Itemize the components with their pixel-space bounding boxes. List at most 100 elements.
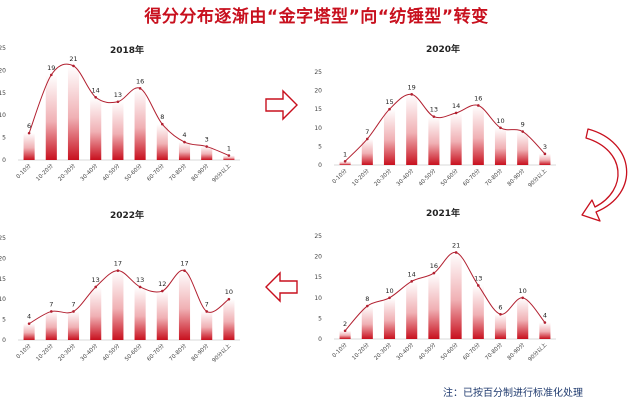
chart-title: 2022年 <box>110 209 144 221</box>
bar <box>494 314 507 339</box>
data-label: 13 <box>430 106 438 114</box>
trend-point <box>161 122 164 126</box>
x-tick-label: 20-30分 <box>56 161 77 182</box>
data-label: 17 <box>180 260 188 268</box>
trend-point <box>27 322 31 325</box>
data-label: 10 <box>519 287 527 295</box>
footnote: 注：已按百分制进行标准化处理 <box>443 388 583 399</box>
trend-point <box>477 104 480 107</box>
data-label: 7 <box>71 300 75 308</box>
bar <box>406 94 418 165</box>
data-label: 4 <box>27 313 31 321</box>
trend-point <box>227 154 231 157</box>
trend-point <box>50 310 53 313</box>
trend-line <box>344 93 546 162</box>
x-tick-label: 80-90分 <box>189 161 210 182</box>
y-tick-label: 25 <box>314 233 322 240</box>
bar <box>112 101 124 160</box>
x-tick-label: 70-80分 <box>483 166 504 187</box>
trend-point <box>366 137 369 141</box>
trend-point <box>521 296 524 300</box>
x-tick-label: 60-70分 <box>461 166 482 187</box>
bar <box>361 306 373 339</box>
trend-point <box>205 310 208 313</box>
bar <box>45 74 57 160</box>
trend-point <box>543 321 547 324</box>
x-tick-label: 60-70分 <box>145 161 166 182</box>
trend-point <box>499 126 502 130</box>
trend-point <box>227 297 231 301</box>
arrow-left-icon <box>265 271 298 303</box>
x-tick-label: 50-60分 <box>123 161 144 182</box>
y-tick-label: 0 <box>2 157 6 164</box>
y-tick-label: 5 <box>318 143 322 150</box>
x-tick-label: 70-80分 <box>167 161 188 182</box>
x-tick-label: 40-50分 <box>100 341 121 362</box>
y-tick-label: 10 <box>314 125 322 132</box>
x-tick-label: 20-30分 <box>56 341 77 362</box>
data-label: 3 <box>543 143 547 151</box>
bar <box>134 88 146 160</box>
data-label: 9 <box>521 121 525 129</box>
trend-point <box>138 285 142 289</box>
trend-point <box>343 329 347 333</box>
data-label: 4 <box>182 131 186 139</box>
x-tick-label: 90分以上 <box>526 340 549 363</box>
x-tick-label: 60-70分 <box>145 341 166 362</box>
y-tick-label: 25 <box>314 69 322 76</box>
data-label: 12 <box>158 280 166 288</box>
bar <box>472 285 484 339</box>
trend-point <box>94 285 97 289</box>
x-tick-label: 90分以上 <box>526 166 549 189</box>
x-tick-label: 30-40分 <box>78 161 99 182</box>
trend-point <box>183 140 186 144</box>
x-tick-label: 20-30分 <box>372 340 393 361</box>
trend-point <box>521 130 524 133</box>
x-tick-label: 10-20分 <box>350 340 371 361</box>
y-tick-label: 15 <box>0 276 6 283</box>
trend-point <box>388 107 391 111</box>
y-tick-label: 5 <box>2 317 6 324</box>
x-tick-label: 30-40分 <box>394 166 415 187</box>
bar <box>90 97 102 160</box>
chart-panel: 2018年051015202560-10分1910-20分2120-30分143… <box>0 44 240 184</box>
trend-point <box>410 93 414 96</box>
y-tick-label: 0 <box>318 336 322 343</box>
trend-point <box>454 111 458 115</box>
bar <box>517 297 529 339</box>
bar <box>517 131 529 165</box>
trend-point <box>410 280 414 283</box>
chart-title: 2018年 <box>110 44 144 56</box>
x-tick-label: 70-80分 <box>483 340 504 361</box>
chart-title: 2020年 <box>426 43 460 55</box>
bar <box>156 124 168 160</box>
y-tick-label: 0 <box>318 162 322 169</box>
trend-point <box>50 73 53 77</box>
trend-point <box>388 296 391 300</box>
bar <box>383 109 396 165</box>
data-label: 6 <box>498 303 502 311</box>
data-label: 13 <box>92 276 100 284</box>
trend-point <box>432 271 436 275</box>
chart-title: 2021年 <box>426 207 460 219</box>
bar <box>339 330 351 339</box>
y-tick-label: 5 <box>318 315 322 322</box>
data-label: 15 <box>385 98 393 106</box>
trend-line <box>28 269 230 325</box>
x-tick-label: 20-30分 <box>372 166 393 187</box>
data-label: 2 <box>343 320 347 328</box>
x-tick-label: 50-60分 <box>123 341 144 362</box>
trend-line <box>344 251 546 332</box>
data-label: 16 <box>474 94 482 102</box>
bar <box>67 65 80 160</box>
y-tick-label: 25 <box>0 45 6 52</box>
x-tick-label: 70-80分 <box>167 341 188 362</box>
bar <box>90 286 102 340</box>
data-label: 13 <box>136 276 144 284</box>
data-label: 16 <box>430 262 438 270</box>
x-tick-label: 90分以上 <box>210 341 233 364</box>
x-tick-label: 10-20分 <box>34 341 55 362</box>
bar <box>45 311 57 340</box>
data-label: 16 <box>136 77 144 85</box>
